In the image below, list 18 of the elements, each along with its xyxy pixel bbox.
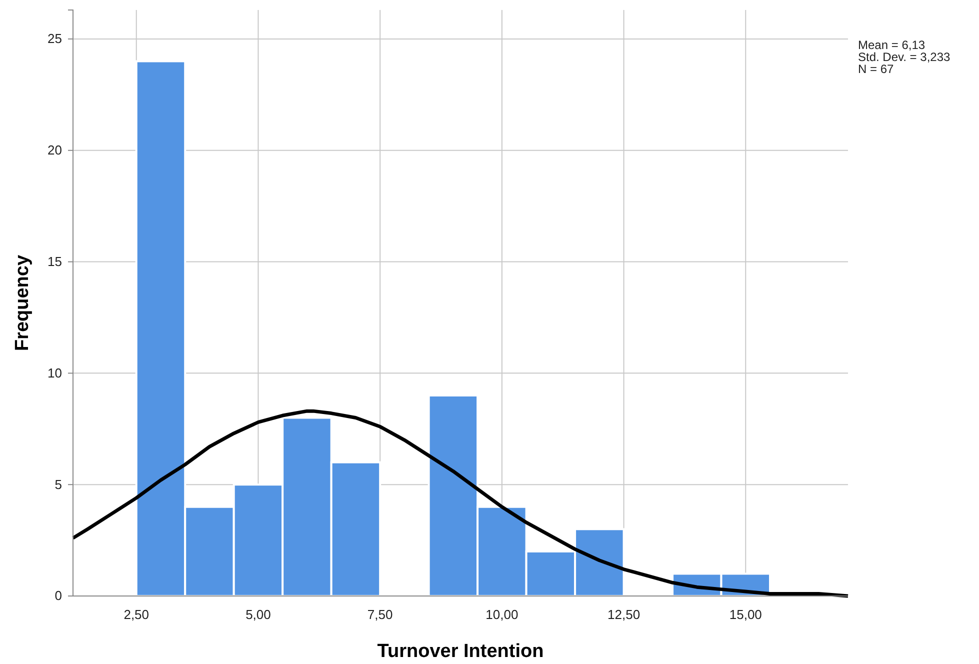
y-tick-label: 0 xyxy=(54,588,62,604)
x-tick-label: 5,00 xyxy=(246,607,271,622)
text: N = 67 xyxy=(858,62,894,76)
x-tick-label: 7,50 xyxy=(367,607,393,622)
x-tick-label: 10,00 xyxy=(486,607,518,622)
y-tick-label: 10 xyxy=(48,365,62,380)
y-tick-label: 15 xyxy=(48,254,62,269)
y-tick-label: 20 xyxy=(48,142,62,158)
line-series xyxy=(71,409,850,598)
x-axis-title: Turnover Intention xyxy=(377,641,544,662)
y-axis-title: Frequency xyxy=(12,254,33,352)
y-tick-label: 5 xyxy=(54,476,62,492)
y-tick-label: 25 xyxy=(48,31,62,46)
x-tick-label: 15,00 xyxy=(729,607,762,622)
text: Mean = 6,13 xyxy=(858,38,926,52)
x-tick-label: 12,50 xyxy=(608,607,640,622)
text: Std. Dev. = 3,233 xyxy=(858,50,950,64)
x-tick-label: 2,50 xyxy=(124,607,150,622)
